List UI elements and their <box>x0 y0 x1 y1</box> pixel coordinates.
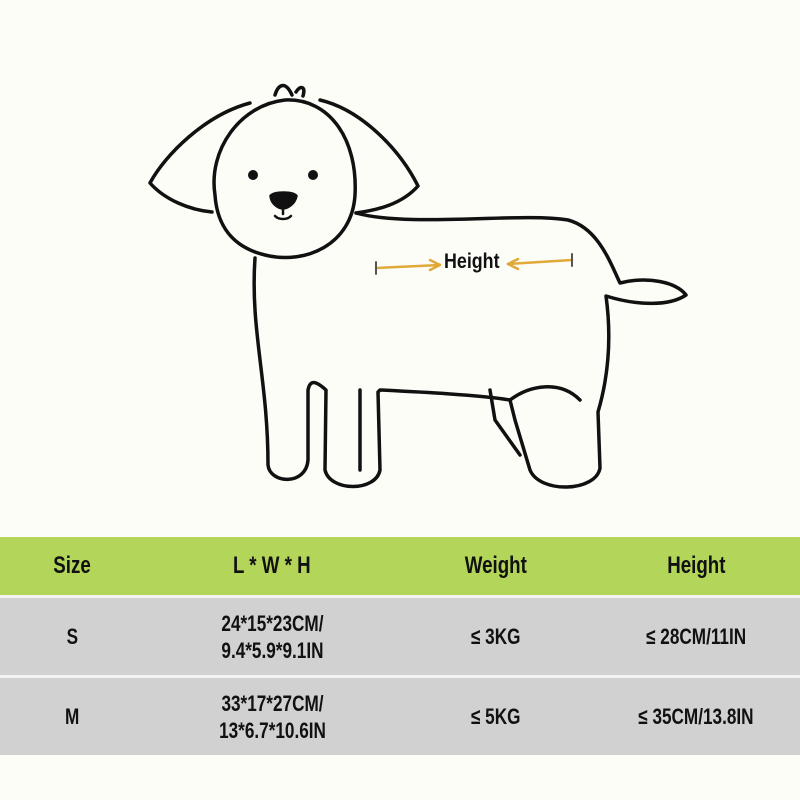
dog-eye-right <box>308 170 318 180</box>
table-row: S 24*15*23CM/9.4*5.9*9.1IN ≤ 3KG ≤ 28CM/… <box>0 595 800 677</box>
dog-illustration <box>148 83 688 489</box>
size-cell: S <box>66 624 78 649</box>
dims-in: 13*6.7*10.6IN <box>218 717 326 743</box>
table-row: M 33*17*27CM/13*6.7*10.6IN ≤ 5KG ≤ 35CM/… <box>0 675 800 755</box>
dog-mouth <box>273 206 293 221</box>
size-table: Size L * W * H Weight Height S 24*15*23C… <box>0 537 800 755</box>
dog-back-leg-inner <box>488 388 522 457</box>
table-header-row: Size L * W * H Weight Height <box>0 537 800 597</box>
height-cell: ≤ 28CM/11IN <box>645 624 747 649</box>
weight-cell: ≤ 5KG <box>471 704 521 729</box>
height-measure-label: Height <box>444 250 500 273</box>
dog-hair-tuft <box>273 83 306 98</box>
dog-body <box>252 211 688 489</box>
dims-in: 9.4*5.9*9.1IN <box>220 637 324 663</box>
dog-right-ear <box>318 98 420 215</box>
header-size: Size <box>53 552 91 579</box>
header-lwh: L * W * H <box>233 552 311 579</box>
header-height: Height <box>666 552 726 579</box>
size-cell: M <box>64 704 80 729</box>
dims-cm: 24*15*23CM/ <box>220 610 324 636</box>
dims-cm: 33*17*27CM/ <box>220 690 324 716</box>
dog-head <box>212 98 357 260</box>
height-measure-arrow <box>374 253 574 275</box>
header-weight: Weight <box>464 552 528 579</box>
height-cell: ≤ 35CM/13.8IN <box>638 704 754 729</box>
dog-left-ear <box>148 101 252 214</box>
dog-belly <box>508 385 582 402</box>
weight-cell: ≤ 3KG <box>471 624 521 649</box>
dog-nose <box>269 191 298 210</box>
dog-eye-left <box>248 170 258 180</box>
